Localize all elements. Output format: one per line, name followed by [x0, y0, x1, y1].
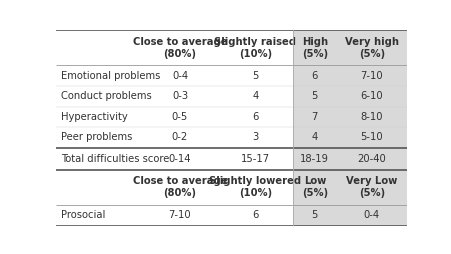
Text: 4: 4: [252, 91, 258, 101]
Bar: [217, 30, 292, 66]
Text: 0-3: 0-3: [171, 91, 188, 101]
Text: 5: 5: [311, 91, 318, 101]
Bar: [336, 30, 406, 66]
Text: 7: 7: [311, 112, 318, 122]
Bar: [336, 127, 406, 148]
Text: Very Low
(5%): Very Low (5%): [345, 176, 396, 198]
Bar: [292, 66, 336, 86]
Text: Hyperactivity: Hyperactivity: [60, 112, 127, 122]
Text: 5: 5: [252, 71, 258, 81]
Bar: [56, 86, 142, 106]
Bar: [217, 66, 292, 86]
Text: 3: 3: [252, 132, 258, 142]
Bar: [56, 127, 142, 148]
Bar: [336, 86, 406, 106]
Text: 7-10: 7-10: [168, 211, 191, 220]
Text: 4: 4: [311, 132, 317, 142]
Bar: [217, 86, 292, 106]
Bar: [336, 66, 406, 86]
Bar: [292, 148, 336, 170]
Bar: [142, 148, 217, 170]
Bar: [292, 106, 336, 127]
Text: 15-17: 15-17: [240, 154, 269, 164]
Bar: [142, 170, 217, 205]
Bar: [292, 170, 336, 205]
Bar: [217, 170, 292, 205]
Bar: [217, 205, 292, 226]
Bar: [142, 127, 217, 148]
Text: 18-19: 18-19: [299, 154, 329, 164]
Bar: [217, 127, 292, 148]
Bar: [56, 30, 142, 66]
Text: 6-10: 6-10: [359, 91, 382, 101]
Bar: [142, 205, 217, 226]
Text: Conduct problems: Conduct problems: [60, 91, 151, 101]
Bar: [292, 86, 336, 106]
Text: High
(5%): High (5%): [301, 37, 327, 59]
Text: 8-10: 8-10: [360, 112, 382, 122]
Text: 5: 5: [311, 211, 318, 220]
Text: Close to average
(80%): Close to average (80%): [133, 176, 227, 198]
Bar: [142, 30, 217, 66]
Text: Low
(5%): Low (5%): [301, 176, 327, 198]
Bar: [292, 205, 336, 226]
Bar: [56, 106, 142, 127]
Bar: [56, 170, 142, 205]
Bar: [217, 148, 292, 170]
Bar: [336, 205, 406, 226]
Bar: [292, 30, 336, 66]
Bar: [292, 127, 336, 148]
Text: 5-10: 5-10: [359, 132, 382, 142]
Bar: [56, 205, 142, 226]
Text: 0-14: 0-14: [168, 154, 191, 164]
Bar: [142, 66, 217, 86]
Bar: [336, 106, 406, 127]
Text: 20-40: 20-40: [357, 154, 385, 164]
Text: 6: 6: [311, 71, 318, 81]
Bar: [142, 106, 217, 127]
Text: 7-10: 7-10: [359, 71, 382, 81]
Bar: [217, 106, 292, 127]
Text: 0-4: 0-4: [363, 211, 379, 220]
Text: Prosocial: Prosocial: [60, 211, 105, 220]
Bar: [336, 170, 406, 205]
Text: Slightly raised
(10%): Slightly raised (10%): [214, 37, 296, 59]
Bar: [56, 148, 142, 170]
Text: Total difficulties score: Total difficulties score: [60, 154, 169, 164]
Text: Very high
(5%): Very high (5%): [344, 37, 398, 59]
Text: 0-2: 0-2: [171, 132, 188, 142]
Text: 6: 6: [252, 112, 258, 122]
Bar: [336, 148, 406, 170]
Bar: [142, 86, 217, 106]
Text: 0-4: 0-4: [171, 71, 188, 81]
Text: Close to average
(80%): Close to average (80%): [133, 37, 227, 59]
Text: Emotional problems: Emotional problems: [60, 71, 160, 81]
Bar: [56, 66, 142, 86]
Text: Peer problems: Peer problems: [60, 132, 132, 142]
Text: Slightly lowered
(10%): Slightly lowered (10%): [209, 176, 301, 198]
Text: 6: 6: [252, 211, 258, 220]
Text: 0-5: 0-5: [171, 112, 188, 122]
